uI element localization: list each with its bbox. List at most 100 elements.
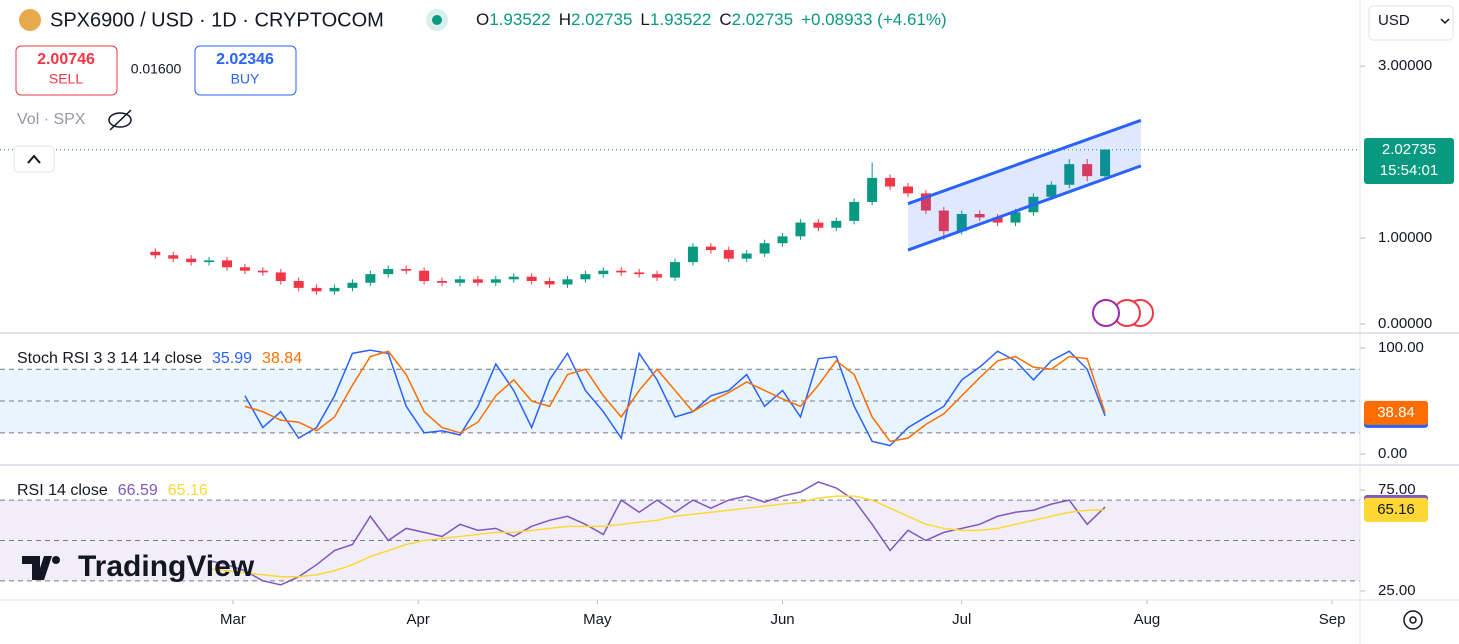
legend-value: 35.99 [212, 350, 252, 367]
collapse-button[interactable] [13, 145, 55, 173]
x-tick-label: Sep [1319, 611, 1346, 628]
event-icons[interactable] [1092, 299, 1154, 327]
ohlc-label: C [719, 10, 731, 29]
candle-body [365, 274, 376, 283]
x-tick-label: Apr [406, 611, 429, 628]
candle-body [741, 253, 752, 259]
candle-body [526, 276, 537, 282]
candle-body [1010, 212, 1021, 223]
candle-body [867, 177, 878, 202]
price-tag-value: 2.02735 [1382, 141, 1436, 158]
currency: USD [1378, 12, 1410, 29]
ohlc-label: O [476, 10, 489, 29]
candle-body [634, 272, 645, 275]
ohlc-label: L [640, 10, 649, 29]
settings-icon[interactable] [1403, 610, 1423, 630]
candle-body [311, 287, 322, 292]
candle-body [598, 270, 609, 275]
buy-price: 2.02346 [216, 51, 274, 68]
candle-body [974, 213, 985, 218]
x-tick-label: Jun [770, 611, 794, 628]
candle-body [920, 193, 931, 211]
candle-body [329, 287, 340, 292]
y-tick-label: 3.00000 [1378, 57, 1432, 74]
sell-button[interactable] [15, 45, 118, 96]
candle-body [347, 282, 358, 288]
value-tag [1364, 400, 1428, 425]
candle-body [257, 270, 268, 273]
x-tick-label: Mar [220, 611, 246, 628]
price-tag [1364, 138, 1454, 184]
indicator-line [244, 349, 1106, 447]
ohlc-value: 1.93522 [489, 10, 550, 29]
candle-body [795, 222, 806, 237]
x-tick-label: Jul [952, 611, 971, 628]
symbol-icon [19, 9, 41, 31]
candle-body [472, 279, 483, 283]
candle-body [454, 279, 465, 283]
y-tick-label: 0.00000 [1378, 315, 1432, 332]
candle-body [759, 243, 770, 254]
brand-name: TradingView [78, 550, 255, 583]
candle-body [490, 279, 501, 283]
market-status-dot [432, 15, 442, 25]
indicator-legend: Stoch RSI 3 3 14 14 close 35.99 38.84 [17, 350, 302, 367]
candle-body [562, 279, 573, 285]
candle-body [275, 272, 286, 282]
countdown: 15:54:01 [1380, 162, 1438, 179]
candle-body [239, 267, 250, 271]
legend-value: 65.16 [168, 482, 208, 499]
y-tick-label: 1.00000 [1378, 229, 1432, 246]
candle-body [938, 210, 949, 232]
indicator-line [208, 495, 1106, 578]
legend-value: 66.59 [118, 482, 158, 499]
sell-price: 2.00746 [37, 51, 95, 68]
brand-logo [22, 556, 60, 580]
ohlc: O1.93522 H2.02735 L1.93522 C2.02735 +0.08933… [476, 10, 947, 29]
indicator-title: Stoch RSI 3 3 14 14 close [17, 350, 202, 367]
candle-body [777, 236, 788, 244]
indicator-line [244, 350, 1106, 443]
candle-body [705, 246, 716, 251]
y-tick-label: 0.00 [1378, 445, 1407, 462]
ohlc-change: +0.08933 (+4.61%) [801, 10, 947, 29]
candle-body [992, 217, 1003, 223]
candle-body [150, 251, 161, 256]
indicator-title: RSI 14 close [17, 482, 108, 499]
y-tick-label: 100.00 [1378, 339, 1424, 356]
value-tag-label: 65.16 [1377, 501, 1415, 518]
candle-body [687, 246, 698, 263]
candle-body [580, 274, 591, 280]
candle-body [813, 222, 824, 228]
candle-body [616, 270, 627, 273]
symbol-title: SPX6900 / USD · 1D · CRYPTOCOM [50, 9, 384, 31]
candle-body [885, 177, 896, 187]
panes: 3.00000 1.00000 0.00000 Mar Apr May Jun Jul Aug S… [0, 57, 1432, 628]
dropdown-icon [1440, 18, 1450, 25]
buy-button[interactable] [194, 45, 297, 96]
candle-body [849, 201, 860, 221]
indicator-legend: RSI 14 close 66.59 65.16 [17, 482, 208, 499]
channel-fill [907, 120, 1141, 251]
candle-body [508, 276, 519, 280]
sell-label: SELL [49, 71, 83, 87]
candle-body [902, 186, 913, 194]
candle-body [831, 220, 842, 228]
currency-select[interactable] [1368, 5, 1454, 41]
candle-body [1046, 184, 1057, 197]
ohlc-value: 1.93522 [650, 10, 711, 29]
candle-body [401, 268, 412, 271]
candle-body [204, 260, 215, 263]
candle-body [437, 281, 448, 283]
candle-body [723, 250, 734, 259]
candle-body [1082, 164, 1093, 177]
candle-body [1100, 149, 1111, 177]
candle-body [419, 270, 430, 282]
hide-icon[interactable] [108, 109, 132, 131]
spread: 0.01600 [131, 61, 182, 77]
volume-legend: Vol · SPX [17, 111, 86, 128]
collapse-icon [27, 154, 41, 164]
channel-lower [907, 164, 1142, 252]
value-tag-label: 38.84 [1377, 404, 1415, 421]
